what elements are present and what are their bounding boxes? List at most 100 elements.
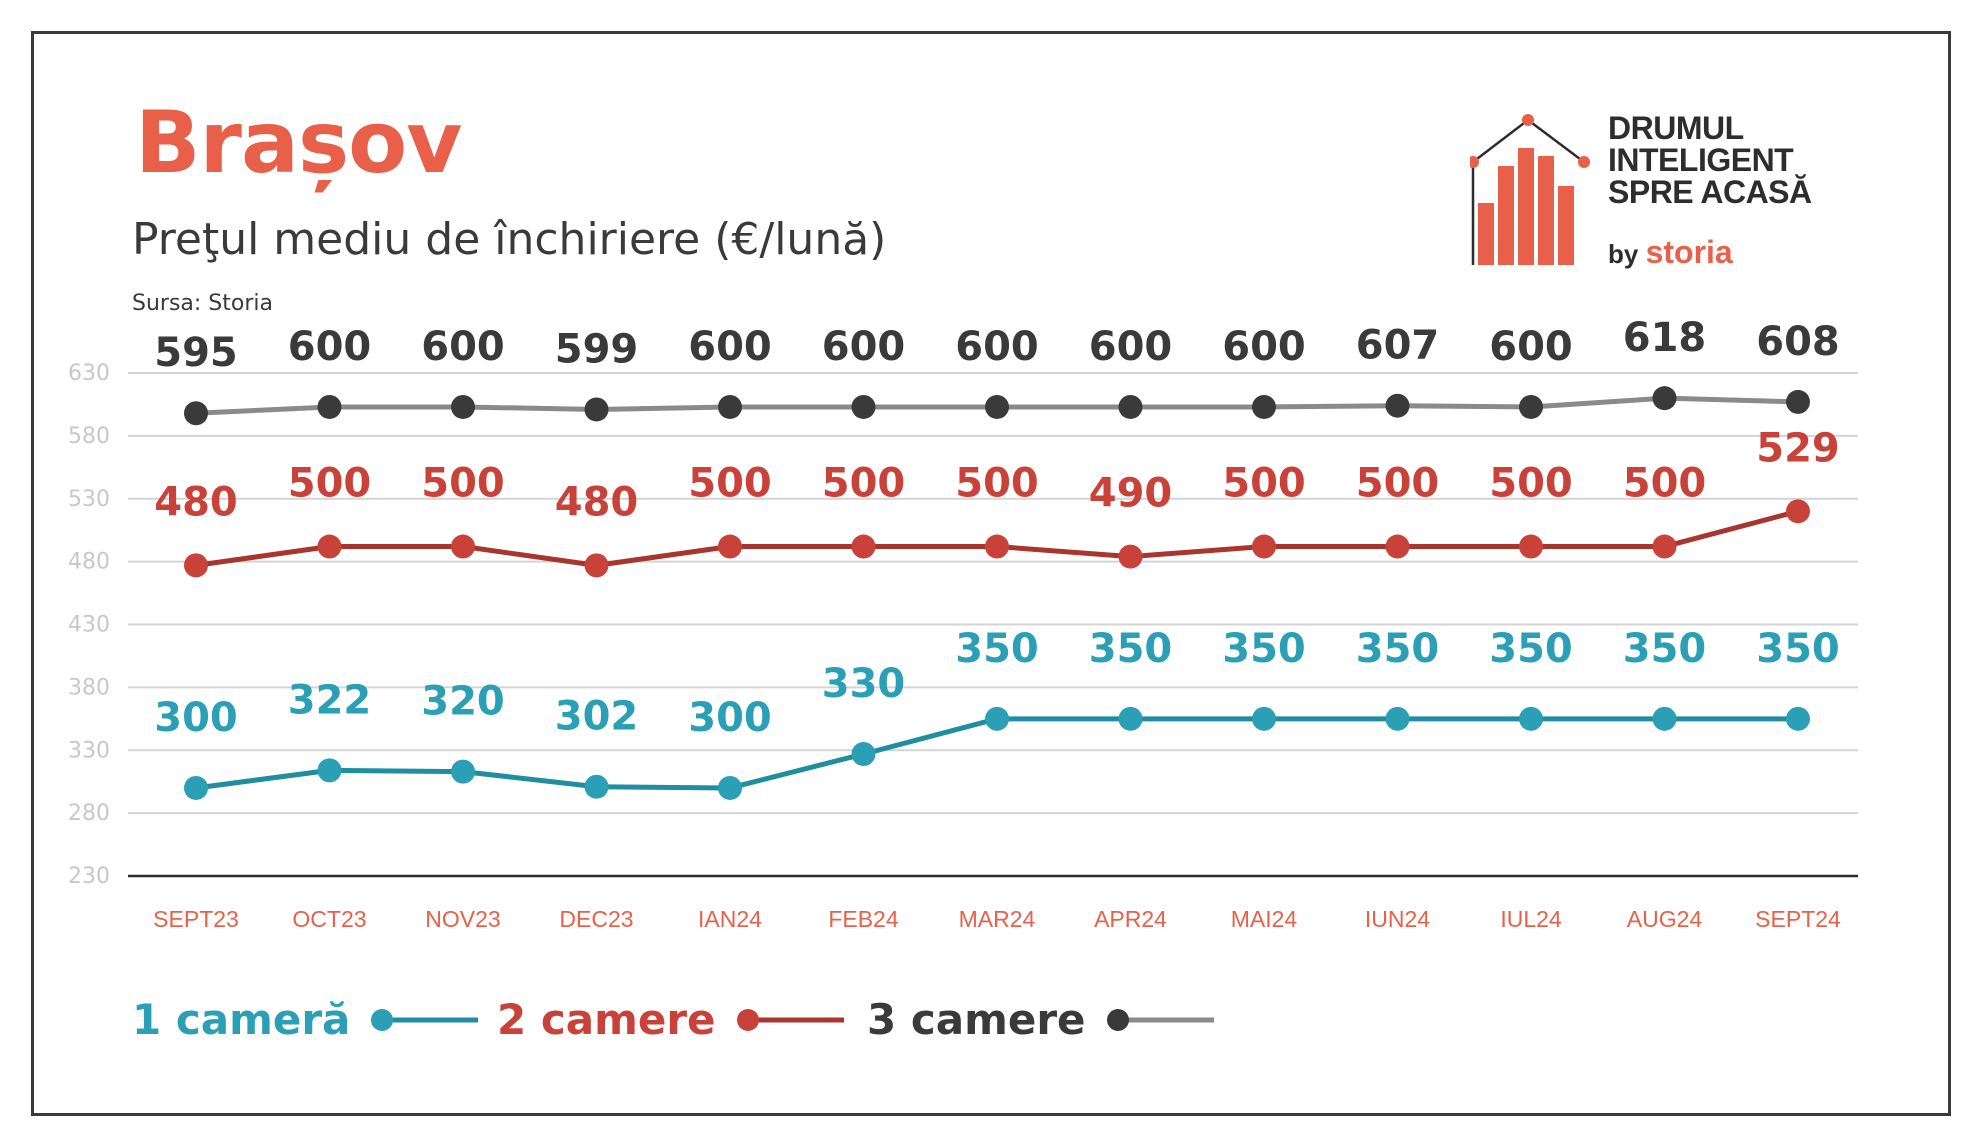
legend-label-2-camere: 2 camere xyxy=(497,995,716,1044)
data-point xyxy=(1786,389,1810,414)
data-point xyxy=(317,534,342,559)
data-label: 330 xyxy=(822,661,906,707)
legend-label-1-camera: 1 cameră xyxy=(132,995,351,1044)
x-tick-label: DEC23 xyxy=(559,906,633,932)
data-label: 618 xyxy=(1623,315,1707,361)
x-tick-label: IUL24 xyxy=(1500,906,1562,932)
data-label: 600 xyxy=(688,324,772,370)
data-label: 600 xyxy=(1089,324,1173,370)
logo-graphic xyxy=(1470,114,1590,265)
logo-wordmark: DRUMUL INTELIGENT SPRE ACASĂ xyxy=(1608,112,1812,208)
data-label: 350 xyxy=(1356,626,1440,672)
y-tick-label: 630 xyxy=(68,361,110,386)
data-label: 490 xyxy=(1089,471,1173,517)
data-label: 600 xyxy=(822,324,906,370)
data-label: 320 xyxy=(421,679,505,725)
data-point xyxy=(584,553,609,578)
data-label: 500 xyxy=(288,461,372,507)
chart-frame xyxy=(31,31,1951,1116)
y-tick-label: 480 xyxy=(68,550,110,575)
chart-title: Brașov xyxy=(135,93,462,193)
data-label: 600 xyxy=(421,324,505,370)
data-point xyxy=(985,394,1009,419)
x-tick-label: MAR24 xyxy=(959,906,1036,932)
series-camera-1: 300 322 320 302 300 330 350 350 350 350 350 350 350 xyxy=(154,626,1840,800)
legend-item-1-camera: 1 cameră xyxy=(132,995,480,1045)
data-point xyxy=(1652,706,1677,731)
data-label: 600 xyxy=(288,324,372,370)
data-label: 500 xyxy=(1222,461,1306,507)
data-label: 302 xyxy=(555,694,639,740)
series-layer: 300 322 320 302 300 330 350 350 350 350 350 350 350 4… xyxy=(154,315,1840,800)
logo-brand: storia xyxy=(1645,234,1733,270)
data-point xyxy=(1252,534,1276,559)
data-point xyxy=(451,534,475,559)
data-point xyxy=(1519,394,1543,419)
data-label: 500 xyxy=(955,461,1039,507)
y-axis-ticks: 230 280 330 380 430 480 530 580 630 xyxy=(68,361,110,889)
data-label: 480 xyxy=(154,479,238,525)
data-point xyxy=(851,394,876,419)
data-label: 600 xyxy=(1489,324,1573,370)
y-tick-label: 330 xyxy=(68,738,110,763)
data-point xyxy=(184,553,208,578)
data-point xyxy=(184,775,208,800)
data-label: 350 xyxy=(955,626,1039,672)
data-label: 600 xyxy=(1222,324,1306,370)
y-tick-label: 230 xyxy=(68,864,110,889)
data-label: 500 xyxy=(1356,461,1440,507)
grid-layer xyxy=(128,372,1858,878)
y-tick-label: 580 xyxy=(68,424,110,449)
legend-swatch-1-camera xyxy=(371,1009,479,1031)
x-tick-label: AUG24 xyxy=(1627,906,1703,932)
data-point xyxy=(1385,393,1410,418)
data-label: 350 xyxy=(1623,626,1707,672)
x-tick-label: FEB24 xyxy=(828,906,899,932)
legend-swatch-2-camere xyxy=(736,1009,844,1031)
data-label: 607 xyxy=(1356,323,1440,369)
data-point xyxy=(317,758,342,783)
data-point xyxy=(317,394,342,419)
data-point xyxy=(1519,534,1543,559)
x-tick-label: NOV23 xyxy=(425,906,500,932)
x-tick-label: IUN24 xyxy=(1365,906,1430,932)
data-label: 350 xyxy=(1489,626,1573,672)
data-point xyxy=(1786,706,1810,731)
data-point xyxy=(1652,386,1677,411)
x-tick-label: OCT23 xyxy=(292,906,366,932)
data-point xyxy=(1385,534,1410,559)
data-label: 599 xyxy=(555,326,639,372)
data-label: 608 xyxy=(1756,319,1840,365)
legend-swatch-3-camere xyxy=(1106,1009,1214,1031)
data-label: 480 xyxy=(555,479,639,525)
x-tick-label: IAN24 xyxy=(698,906,762,932)
logo-line-1: DRUMUL xyxy=(1608,110,1744,146)
data-point xyxy=(584,774,609,799)
logo-line-3: SPRE ACASĂ xyxy=(1608,174,1812,210)
data-point xyxy=(851,742,876,767)
data-label: 300 xyxy=(688,695,772,741)
data-label: 529 xyxy=(1756,425,1840,471)
data-label: 350 xyxy=(1222,626,1306,672)
data-point xyxy=(1118,706,1143,731)
data-label: 500 xyxy=(822,461,906,507)
logo-byline: by storia xyxy=(1608,236,1733,268)
data-point xyxy=(451,759,475,784)
x-axis-ticks: SEPT23 OCT23 NOV23 DEC23 IAN24 FEB24 MAR24 APR2… xyxy=(153,906,1841,932)
data-label: 500 xyxy=(1489,461,1573,507)
y-tick-label: 430 xyxy=(68,613,110,638)
legend-item-2-camere: 2 camere xyxy=(497,995,846,1045)
x-tick-label: SEPT24 xyxy=(1755,906,1841,932)
data-point xyxy=(1252,394,1276,419)
data-label: 350 xyxy=(1756,626,1840,672)
data-point xyxy=(1118,544,1143,569)
data-point xyxy=(985,706,1009,731)
x-tick-label: SEPT23 xyxy=(153,906,239,932)
data-point xyxy=(1786,499,1810,524)
data-point xyxy=(584,397,609,422)
data-label: 500 xyxy=(688,461,772,507)
y-tick-label: 530 xyxy=(68,487,110,512)
data-point xyxy=(1652,534,1677,559)
data-point xyxy=(718,394,742,419)
